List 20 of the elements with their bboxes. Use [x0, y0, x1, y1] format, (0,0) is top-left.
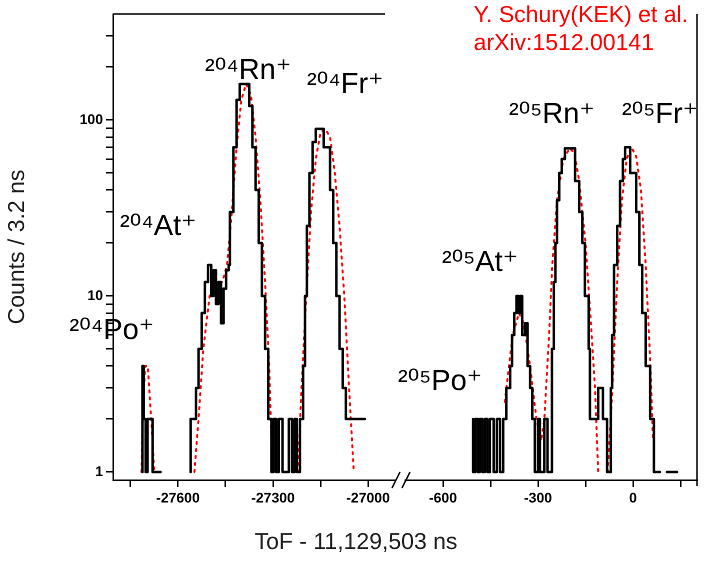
annotation: ²⁰⁴Fr⁺ — [307, 68, 384, 100]
y-tick-label: 10 — [87, 286, 104, 303]
annotation: Y. Schury(KEK) et al. — [474, 0, 688, 28]
annotation: ²⁰⁵Rn⁺ — [509, 98, 595, 130]
x-axis-title: ToF - 11,129,503 ns — [254, 528, 458, 555]
y-tick-label: 100 — [80, 110, 104, 127]
y-tick-label: 1 — [95, 462, 104, 479]
x-tick-label: 0 — [629, 489, 638, 506]
x-tick-label: -27600 — [156, 489, 200, 506]
x-tick-label: -27300 — [251, 489, 296, 506]
annotation: ²⁰⁴At⁺ — [120, 210, 196, 242]
x-tick-label: -600 — [428, 489, 458, 506]
annotation: ²⁰⁵Fr⁺ — [622, 98, 698, 130]
annotation: arXiv:1512.00141 — [474, 28, 655, 56]
annotation: ²⁰⁵Po⁺ — [398, 365, 482, 397]
annotation: ²⁰⁴Rn⁺ — [205, 54, 292, 86]
x-tick-label: -300 — [524, 489, 552, 506]
x-tick-label: -27000 — [346, 489, 390, 506]
annotation: ²⁰⁵At⁺ — [442, 246, 518, 278]
y-axis-title: Counts / 3.2 ns — [3, 170, 30, 324]
